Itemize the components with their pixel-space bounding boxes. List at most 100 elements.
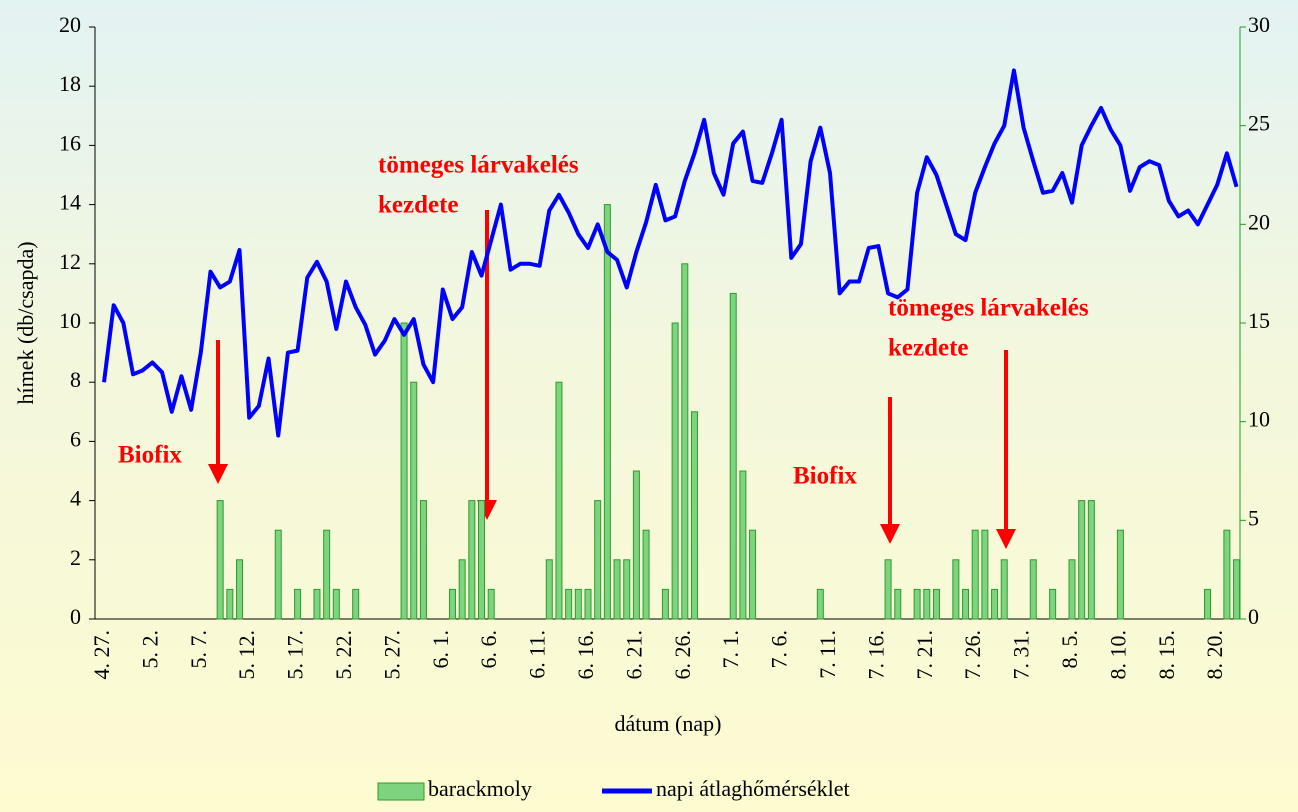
bar [1000,559,1008,620]
x-tick-label: 6. 26. [670,630,695,680]
bar [313,588,321,620]
bar [894,588,902,620]
y2-tick-label: 5 [1248,505,1259,530]
x-tick-label: 8. 5. [1057,630,1082,669]
bar [671,322,679,620]
y-axis-label: hímek (db/csapda) [13,241,38,404]
annotation: kezdete [888,335,969,362]
x-tick-label: 7. 11. [815,630,840,679]
bar [613,559,621,620]
x-tick-label: 5. 7. [186,630,211,669]
x-tick-label: 4. 27. [89,630,114,680]
x-tick-label: 8. 10. [1105,630,1130,680]
bar [681,263,689,620]
bar [458,559,466,620]
legend-label: barackmoly [428,776,532,801]
y2-tick-label: 25 [1248,111,1270,136]
bar [1204,588,1212,620]
bar [448,588,456,620]
bar [468,500,476,620]
bar [913,588,921,620]
y-tick-label: 6 [70,426,81,451]
y-tick-label: 4 [70,486,81,511]
bar [962,588,970,620]
bar [565,588,573,620]
bar [991,588,999,620]
bar [632,470,640,620]
annotation: kezdete [378,192,459,219]
x-tick-label: 5. 27. [379,630,404,680]
bar [410,381,418,620]
bar [952,559,960,620]
x-tick-label: 6. 6. [476,630,501,669]
bar [274,529,282,620]
x-tick-label: 7. 21. [912,630,937,680]
bar [739,470,747,620]
x-tick-label: 5. 17. [283,630,308,680]
annotation: tömeges lárvakelés [378,152,579,179]
y-tick-label: 12 [59,249,81,274]
y2-tick-label: 15 [1248,308,1270,333]
y-tick-label: 18 [59,71,81,96]
x-tick-label: 7. 26. [960,630,985,680]
bar [923,588,931,620]
y-tick-label: 20 [59,12,81,37]
x-tick-label: 5. 22. [331,630,356,680]
y-tick-label: 2 [70,545,81,570]
x-tick-label: 6. 21. [621,630,646,680]
bar [236,559,244,620]
bar [749,529,757,620]
bar [1087,500,1095,620]
bar [690,411,698,620]
y2-tick-label: 10 [1248,407,1270,432]
y2-tick-label: 0 [1248,604,1259,629]
bar [1223,529,1231,620]
y-tick-label: 14 [59,190,81,215]
x-tick-label: 7. 31. [1009,630,1034,680]
bar [1068,559,1076,620]
bar [642,529,650,620]
x-tick-label: 7. 16. [863,630,888,680]
bar [352,588,360,620]
bar [623,559,631,620]
bar [884,559,892,620]
legend-swatch [377,782,425,801]
bar [216,500,224,620]
y2-tick-label: 20 [1248,209,1270,234]
legend-label: napi átlaghőmérséklet [656,776,850,801]
bar [1049,588,1057,620]
bar [332,588,340,620]
bar [594,500,602,620]
x-tick-label: 8. 20. [1202,630,1227,680]
bar [1029,559,1037,620]
x-tick-label: 6. 16. [573,630,598,680]
bar [419,500,427,620]
bar [294,588,302,620]
bar [981,529,989,620]
bar [545,559,553,620]
annotation: tömeges lárvakelés [888,295,1089,322]
line [102,68,1239,438]
bar [323,529,331,620]
annotation: Biofix [793,463,857,490]
bar [226,588,234,620]
bar [971,529,979,620]
bar [555,381,563,620]
annotation: Biofix [118,442,182,469]
bar [661,588,669,620]
x-axis-label: dátum (nap) [615,711,722,736]
bar [932,588,940,620]
y2-tick-label: 30 [1248,12,1270,37]
bar [1078,500,1086,620]
bar [1116,529,1124,620]
x-tick-label: 6. 11. [525,630,550,679]
y-tick-label: 0 [70,604,81,629]
bar [400,322,408,620]
bar [574,588,582,620]
x-tick-label: 5. 12. [234,630,259,680]
bar [487,588,495,620]
x-tick-label: 6. 1. [428,630,453,669]
bar [603,204,611,620]
y-tick-label: 16 [59,130,81,155]
